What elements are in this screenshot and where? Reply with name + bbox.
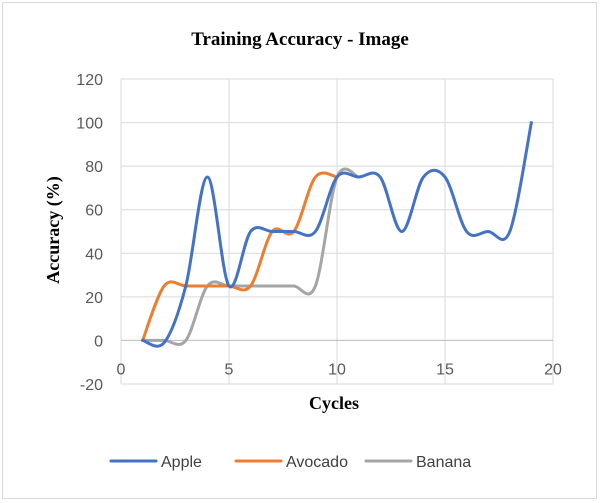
- x-tick-label: 5: [225, 361, 234, 378]
- series-line-avocado: [141, 171, 339, 342]
- legend-item-avocado: Avocado: [234, 454, 348, 471]
- series-lines: [141, 121, 533, 348]
- x-axis-title: Cycles: [309, 393, 359, 413]
- x-tick-label: 0: [117, 361, 126, 378]
- y-tick-labels: -20 0 20 40 60 80 100 120: [76, 72, 103, 394]
- legend: Apple Avocado Banana: [109, 454, 471, 471]
- chart-frame: [2, 2, 597, 499]
- y-tick-label: 120: [76, 72, 103, 89]
- x-tick-label: 20: [544, 361, 562, 378]
- legend-label: Avocado: [286, 454, 348, 471]
- y-tick-label: 40: [85, 246, 103, 263]
- y-tick-label: 0: [94, 333, 103, 350]
- legend-label: Banana: [416, 454, 471, 471]
- x-tick-label: 15: [436, 361, 454, 378]
- series-line-apple: [141, 121, 533, 348]
- legend-item-banana: Banana: [364, 454, 471, 471]
- y-axis-title: Accuracy (%): [43, 176, 64, 283]
- legend-label: Apple: [161, 454, 202, 471]
- gridlines: [120, 78, 554, 385]
- legend-item-apple: Apple: [109, 454, 202, 471]
- y-tick-label: 60: [85, 203, 103, 220]
- y-tick-label: 100: [76, 116, 103, 133]
- y-tick-label: 20: [85, 290, 103, 307]
- x-tick-labels: 0 5 10 15 20: [117, 361, 562, 378]
- x-tick-label: 10: [328, 361, 346, 378]
- y-tick-label: -20: [80, 377, 103, 394]
- y-tick-label: 80: [85, 159, 103, 176]
- chart-title: Training Accuracy - Image: [191, 29, 409, 50]
